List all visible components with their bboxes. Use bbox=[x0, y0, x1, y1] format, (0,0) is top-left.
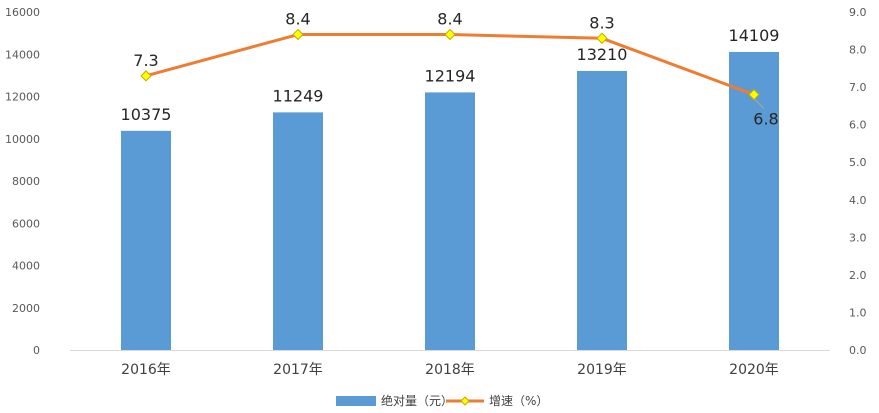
legend-label: 增速（%） bbox=[489, 394, 548, 408]
y-right-tick-label: 2.0 bbox=[849, 269, 867, 282]
y-left-tick-label: 10000 bbox=[5, 133, 40, 146]
line-marker bbox=[140, 70, 152, 82]
y-left-tick-label: 12000 bbox=[5, 91, 40, 104]
y-left-tick-label: 14000 bbox=[5, 48, 40, 61]
y-right-tick-label: 5.0 bbox=[849, 156, 867, 169]
data-label-leader bbox=[753, 98, 765, 109]
x-tick-label: 2016年 bbox=[121, 362, 171, 378]
y-left-tick-label: 4000 bbox=[12, 260, 40, 273]
bar bbox=[121, 130, 171, 350]
bar-data-label: 14109 bbox=[729, 26, 780, 45]
bar bbox=[729, 51, 779, 350]
y-left-tick-label: 16000 bbox=[5, 6, 40, 19]
line-data-label: 6.8 bbox=[753, 110, 778, 129]
bar-data-label: 13210 bbox=[577, 45, 628, 64]
x-tick-label: 2018年 bbox=[425, 362, 475, 378]
line-data-label: 8.4 bbox=[437, 10, 462, 29]
y-right-tick-label: 8.0 bbox=[849, 44, 867, 57]
bar bbox=[273, 112, 323, 351]
bar bbox=[577, 70, 627, 350]
line-marker bbox=[596, 32, 608, 44]
line-marker bbox=[444, 28, 456, 41]
bar-data-label: 12194 bbox=[425, 66, 476, 85]
line-marker bbox=[292, 28, 304, 41]
y-left-tick-label: 6000 bbox=[12, 217, 40, 230]
y-right-tick-label: 9.0 bbox=[849, 6, 867, 19]
bar-data-label: 10375 bbox=[121, 105, 172, 124]
line-data-label: 8.4 bbox=[285, 10, 310, 29]
y-right-tick-label: 6.0 bbox=[849, 119, 867, 132]
line-series bbox=[145, 33, 755, 97]
legend-marker bbox=[460, 396, 470, 406]
x-tick-label: 2020年 bbox=[729, 362, 779, 378]
bar-data-label: 11249 bbox=[273, 86, 324, 105]
y-left-tick-label: 8000 bbox=[12, 175, 40, 188]
y-right-tick-label: 4.0 bbox=[849, 194, 867, 207]
legend-swatch-bar bbox=[336, 396, 376, 406]
x-tick-label: 2017年 bbox=[273, 362, 323, 378]
line-marker bbox=[748, 88, 760, 101]
x-tick-label: 2019年 bbox=[577, 362, 627, 378]
line-data-label: 8.3 bbox=[589, 13, 614, 32]
y-right-tick-label: 3.0 bbox=[849, 231, 867, 244]
bar bbox=[425, 92, 475, 351]
y-right-tick-label: 0.0 bbox=[849, 344, 867, 357]
legend-label: 绝对量（元） bbox=[381, 393, 453, 408]
y-left-tick-label: 0 bbox=[33, 344, 40, 357]
line-data-label: 7.3 bbox=[133, 51, 158, 70]
y-left-tick-label: 2000 bbox=[12, 302, 40, 315]
y-right-tick-label: 1.0 bbox=[849, 306, 867, 319]
y-right-tick-label: 7.0 bbox=[849, 81, 867, 94]
